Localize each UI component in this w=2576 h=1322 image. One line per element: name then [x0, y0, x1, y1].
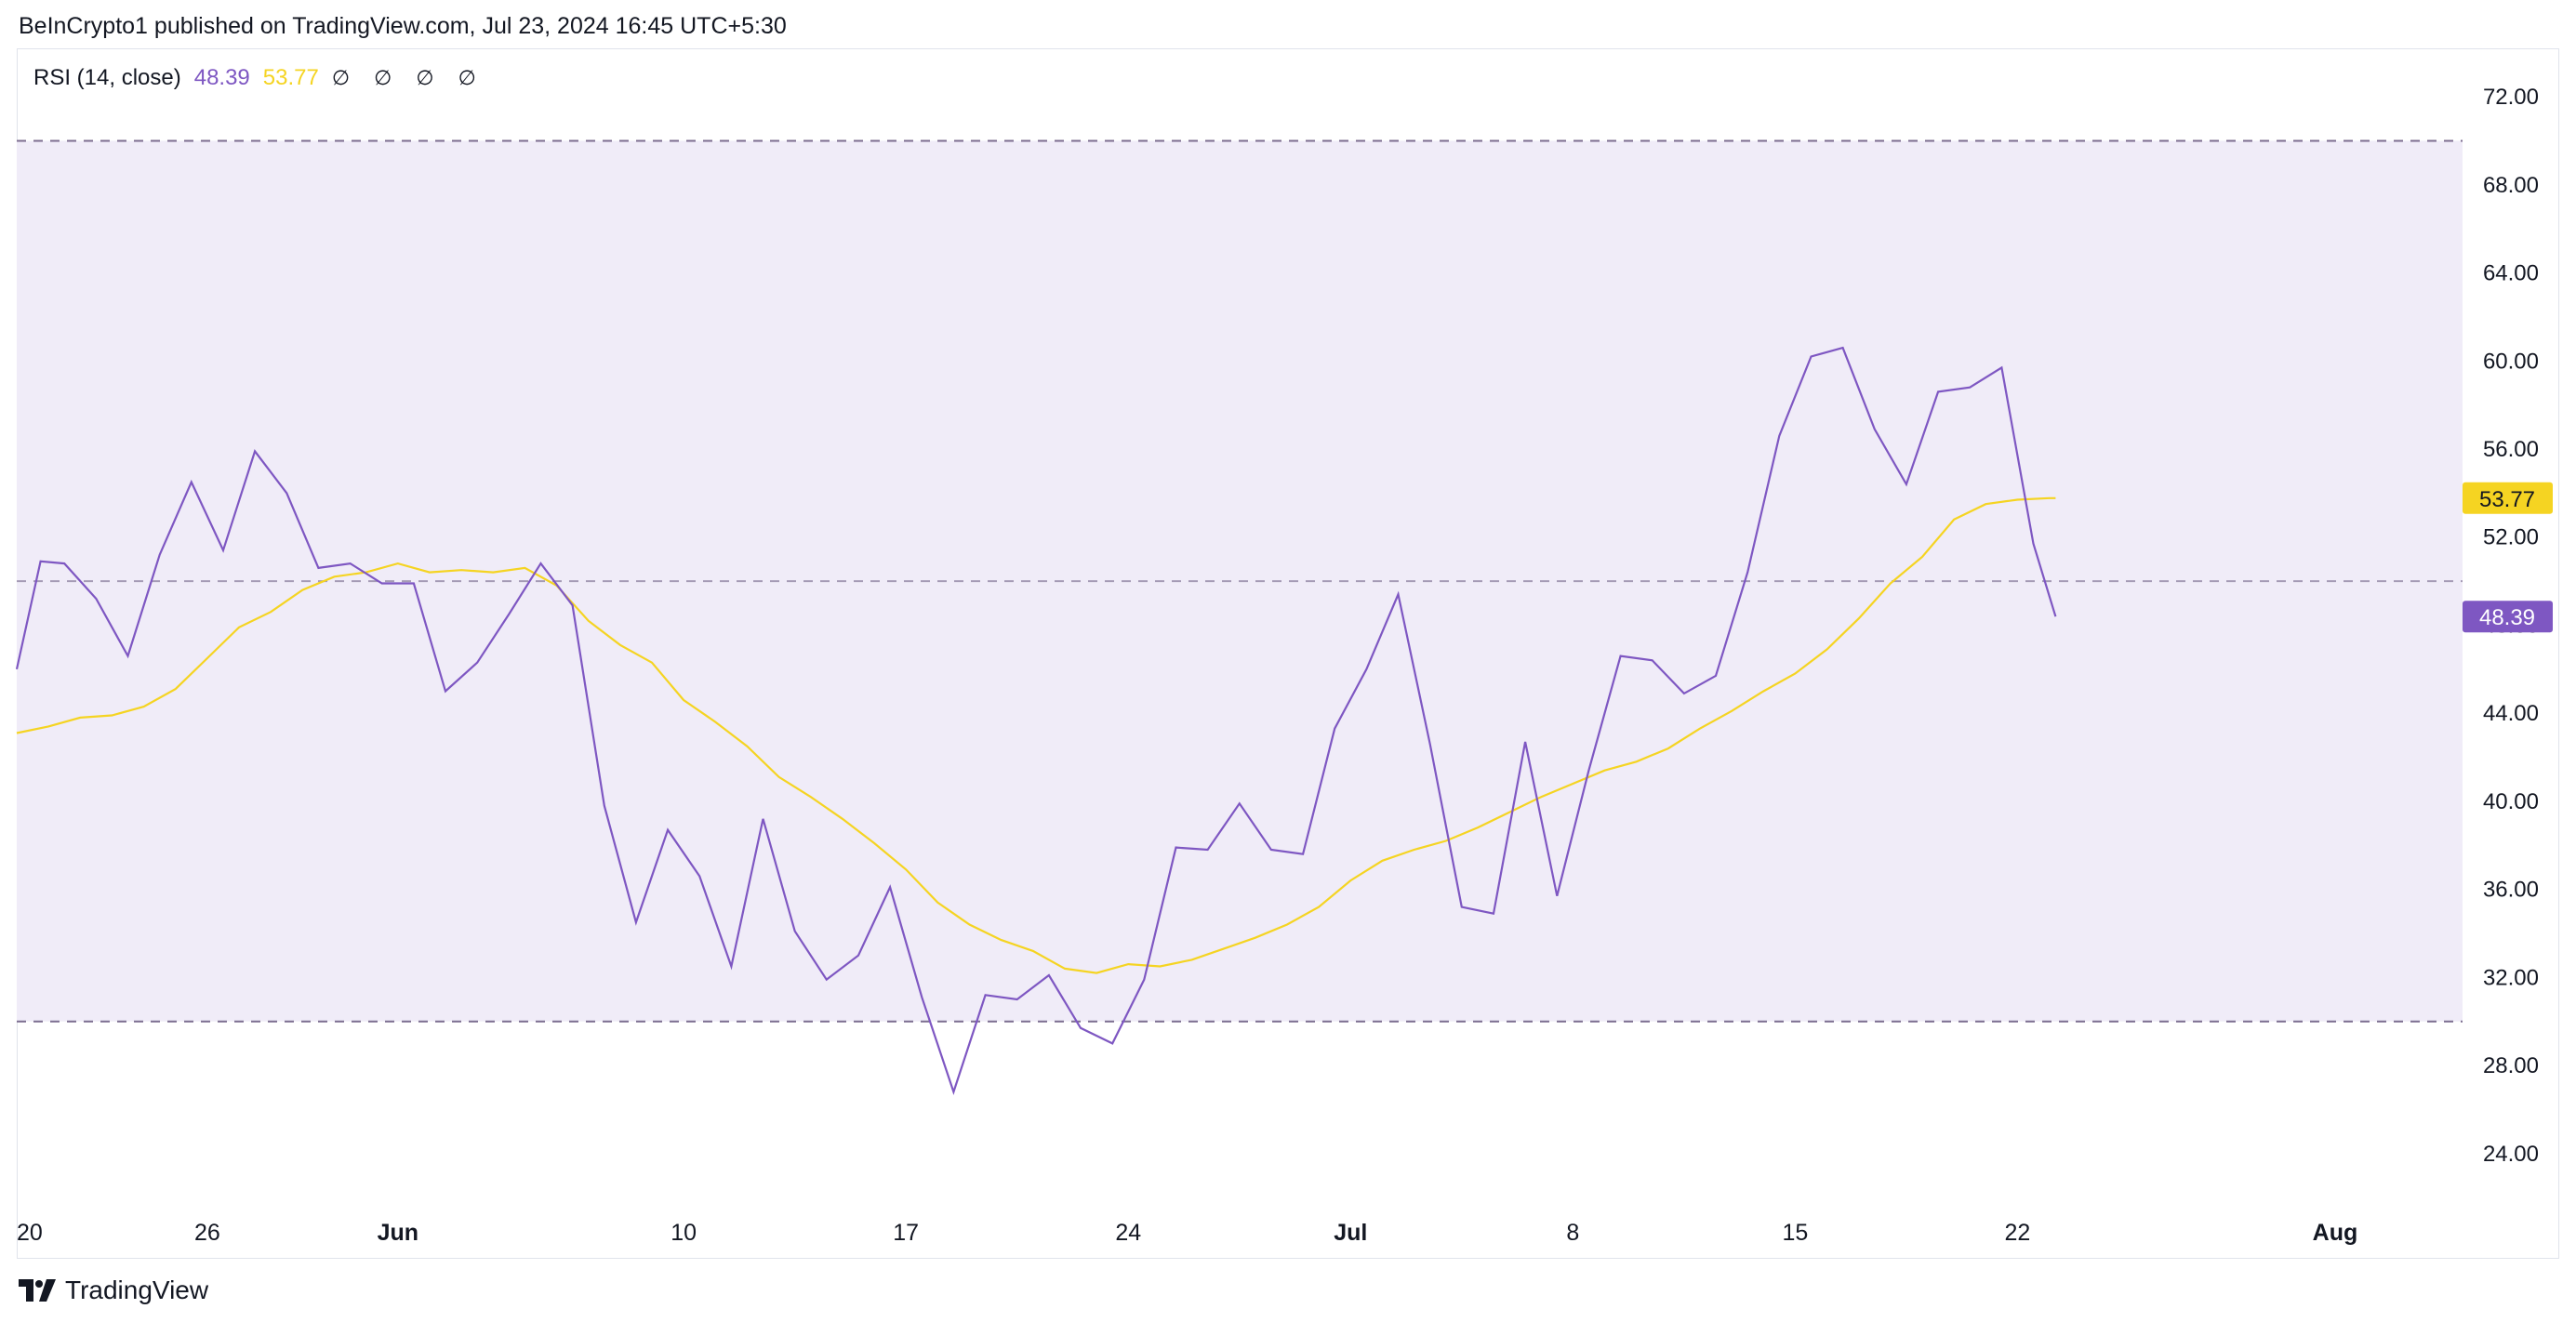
rsi-price-tag-label: 48.39 — [2479, 605, 2535, 630]
x-tick-label: 20 — [17, 1220, 43, 1246]
x-tick-label: 22 — [2005, 1220, 2031, 1246]
tradingview-logo-icon — [19, 1279, 56, 1302]
indicator-legend[interactable]: RSI (14, close) 48.39 53.77 ∅ ∅ ∅ ∅ — [33, 65, 485, 91]
ma-price-tag-label: 53.77 — [2479, 487, 2535, 512]
y-tick-label: 56.00 — [2483, 437, 2539, 462]
y-tick-label: 68.00 — [2483, 173, 2539, 198]
tradingview-brand: TradingView — [65, 1276, 209, 1304]
x-tick-label: Aug — [2313, 1220, 2358, 1246]
rsi-price-tag-bg — [2463, 601, 2553, 633]
x-tick-label: 10 — [671, 1220, 697, 1246]
ma-value: 53.77 — [262, 65, 319, 90]
y-tick-label: 28.00 — [2483, 1053, 2539, 1078]
x-axis: 2026Jun101724Jul81522Aug1219 — [17, 1220, 2358, 1246]
x-tick-label: 26 — [194, 1220, 220, 1246]
y-tick-label: 72.00 — [2483, 85, 2539, 110]
tradingview-footer[interactable]: TradingView — [19, 1276, 208, 1305]
y-tick-label: 52.00 — [2483, 525, 2539, 550]
publish-header: BeInCrypto1 published on TradingView.com… — [19, 13, 787, 39]
y-axis: 72.0068.0064.0060.0056.0052.0048.0044.00… — [2483, 85, 2539, 1167]
y-tick-label: 64.00 — [2483, 261, 2539, 286]
x-tick-label: 15 — [1782, 1220, 1808, 1246]
y-tick-label: 60.00 — [2483, 349, 2539, 374]
y-tick-label: 24.00 — [2483, 1142, 2539, 1167]
ma-price-tag-bg — [2463, 482, 2553, 514]
y-tick-label: 36.00 — [2483, 878, 2539, 903]
rsi-value: 48.39 — [193, 65, 250, 90]
x-tick-label: 8 — [1566, 1220, 1579, 1246]
x-tick-label: Jun — [378, 1220, 418, 1246]
y-tick-label: 32.00 — [2483, 965, 2539, 990]
rsi-series-line — [15, 346, 2057, 1095]
y-tick-label: 40.00 — [2483, 789, 2539, 814]
price-labels: 53.77 48.39 — [2463, 482, 2553, 633]
rsi-ma-series-line — [16, 496, 2056, 974]
empty-values-icon: ∅ ∅ ∅ ∅ — [331, 66, 485, 89]
y-tick-label: 44.00 — [2483, 701, 2539, 726]
indicator-title: RSI (14, close) — [33, 65, 181, 90]
x-tick-label: 24 — [1115, 1220, 1141, 1246]
x-tick-label: Jul — [1334, 1220, 1367, 1246]
x-tick-label: 17 — [893, 1220, 919, 1246]
